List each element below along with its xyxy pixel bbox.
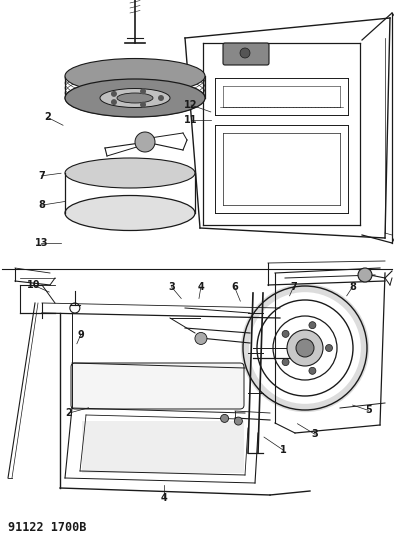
Circle shape	[158, 95, 164, 101]
Text: 8: 8	[38, 200, 45, 210]
Circle shape	[111, 91, 117, 97]
Text: 7: 7	[290, 282, 297, 292]
Circle shape	[282, 330, 289, 337]
FancyBboxPatch shape	[82, 421, 244, 473]
Circle shape	[325, 344, 333, 351]
Text: 11: 11	[184, 115, 198, 125]
Ellipse shape	[100, 88, 170, 108]
Circle shape	[140, 102, 146, 108]
Circle shape	[296, 339, 314, 357]
Text: 4: 4	[197, 282, 204, 292]
Text: 8: 8	[349, 282, 356, 292]
FancyBboxPatch shape	[223, 43, 269, 65]
Text: 3: 3	[168, 282, 175, 292]
Circle shape	[309, 367, 316, 374]
Text: 12: 12	[184, 100, 198, 110]
Text: 13: 13	[35, 238, 48, 247]
Text: 2: 2	[44, 112, 51, 122]
Text: 91122 1700B: 91122 1700B	[8, 521, 86, 533]
Circle shape	[221, 414, 229, 423]
Text: 4: 4	[160, 493, 167, 503]
Ellipse shape	[65, 79, 205, 117]
Circle shape	[240, 48, 250, 58]
Circle shape	[234, 417, 242, 425]
Ellipse shape	[65, 196, 195, 230]
Ellipse shape	[65, 158, 195, 188]
Text: 2: 2	[65, 408, 72, 418]
Circle shape	[309, 322, 316, 329]
Circle shape	[140, 88, 146, 94]
Ellipse shape	[65, 59, 205, 93]
Circle shape	[111, 99, 117, 105]
Ellipse shape	[117, 93, 153, 103]
Text: 1: 1	[280, 446, 287, 455]
Text: 5: 5	[365, 406, 372, 415]
Text: 6: 6	[231, 282, 238, 292]
Circle shape	[282, 359, 289, 366]
Text: 9: 9	[77, 330, 84, 340]
FancyBboxPatch shape	[71, 363, 244, 409]
Circle shape	[195, 333, 207, 344]
Circle shape	[287, 330, 323, 366]
Text: 3: 3	[312, 430, 319, 439]
Circle shape	[358, 268, 372, 282]
Text: 7: 7	[38, 171, 45, 181]
Circle shape	[135, 132, 155, 152]
Text: 10: 10	[27, 280, 40, 290]
